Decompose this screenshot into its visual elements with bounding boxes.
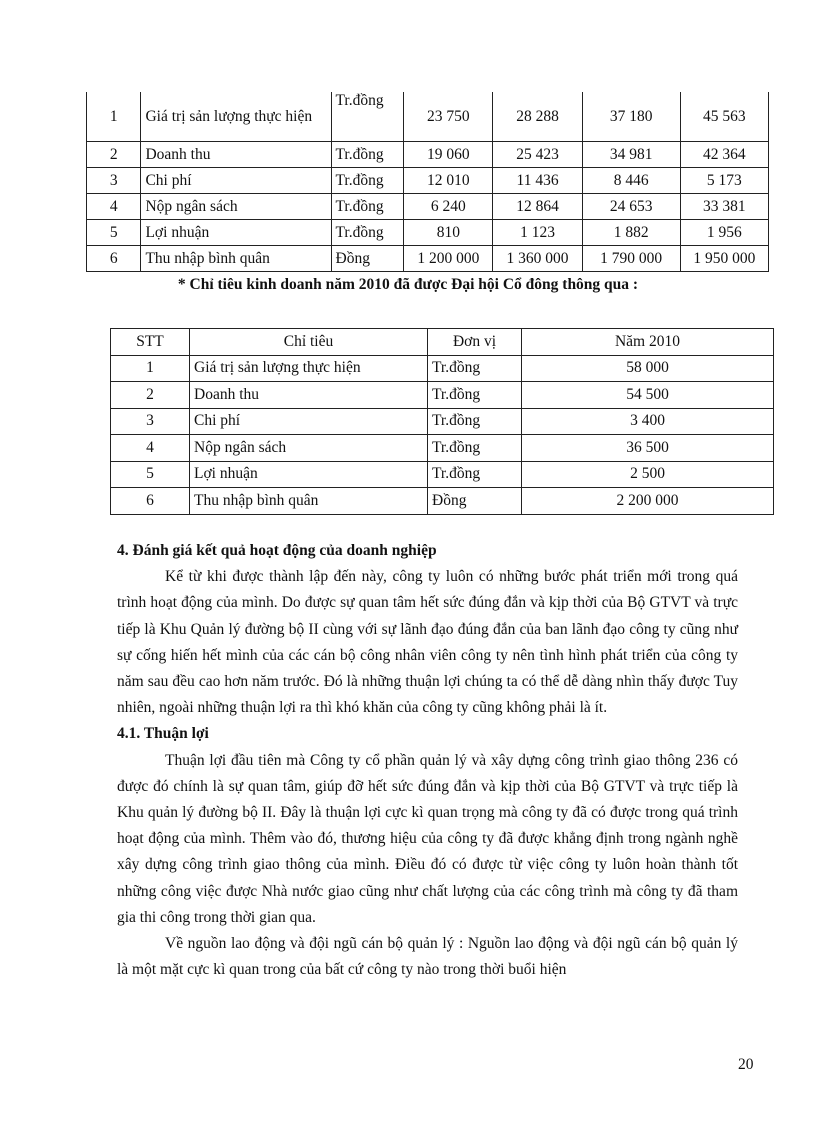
table-cell: 2 500 <box>521 460 774 488</box>
table-cell: 810 <box>403 219 494 246</box>
table-cell: 45 563 <box>679 92 770 142</box>
table-cell: Tr.đồng <box>427 407 522 435</box>
body-text: 4. Đánh giá kết quả hoạt động của doanh … <box>117 538 738 983</box>
table-row: 5 Lợi nhuận Tr.đồng 810 1 123 1 882 1 956 <box>85 219 770 246</box>
table-cell: Giá trị sản lượng thực hiện <box>140 92 332 142</box>
table-row: 5 Lợi nhuận Tr.đồng 2 500 <box>110 460 774 488</box>
table-header-row: STT Chỉ tiêu Đơn vị Năm 2010 <box>110 328 774 356</box>
table-cell: 12 864 <box>492 193 583 220</box>
page-number: 20 <box>738 1056 754 1073</box>
table-row: 4 Nộp ngân sách Tr.đồng 36 500 <box>110 434 774 462</box>
table-cell: Tr.đồng <box>330 193 405 220</box>
table-cell: Tr.đồng <box>427 434 522 462</box>
table-row: 1 Giá trị sản lượng thực hiện Tr.đồng 23 75… <box>85 92 770 142</box>
table-cell: 5 173 <box>679 167 770 194</box>
table-cell: Doanh thu <box>140 141 332 168</box>
table-cell: Doanh thu <box>189 381 428 409</box>
table-row: 2 Doanh thu Tr.đồng 19 060 25 423 34 981 42 36… <box>85 141 770 168</box>
header-stt: STT <box>110 328 190 356</box>
header-don-vi: Đơn vị <box>427 328 522 356</box>
table-row: 1 Giá trị sản lượng thực hiện Tr.đồng 58 00… <box>110 354 774 382</box>
table-cell: 6 <box>85 245 142 272</box>
table-cell: 25 423 <box>492 141 583 168</box>
table-cell: 1 790 000 <box>581 245 681 272</box>
table-cell: 3 400 <box>521 407 774 435</box>
table-cell: 37 180 <box>581 92 681 142</box>
table-cell: Tr.đồng <box>427 460 522 488</box>
table-cell: 33 381 <box>679 193 770 220</box>
table-row: 3 Chi phí Tr.đồng 3 400 <box>110 407 774 435</box>
table-cell: 28 288 <box>492 92 583 142</box>
performance-table: 1 Giá trị sản lượng thực hiện Tr.đồng 23 75… <box>85 92 770 272</box>
header-chi-tieu: Chỉ tiêu <box>189 328 428 356</box>
table-cell: 2 200 000 <box>521 487 774 515</box>
table-cell: 1 950 000 <box>679 245 770 272</box>
table-row: 2 Doanh thu Tr.đồng 54 500 <box>110 381 774 409</box>
table-cell: 1 123 <box>492 219 583 246</box>
table-cell: Thu nhập bình quân <box>189 487 428 515</box>
targets-2010-table: STT Chỉ tiêu Đơn vị Năm 2010 1 Giá trị sả… <box>110 328 774 515</box>
table-cell: Tr.đồng <box>427 354 522 382</box>
table-cell: 8 446 <box>581 167 681 194</box>
table-cell: 24 653 <box>581 193 681 220</box>
table-cell: 58 000 <box>521 354 774 382</box>
table-cell: 34 981 <box>581 141 681 168</box>
table-cell: 5 <box>85 219 142 246</box>
table-cell: 1 956 <box>679 219 770 246</box>
table-cell: Giá trị sản lượng thực hiện <box>189 354 428 382</box>
table-cell: 4 <box>85 193 142 220</box>
table-cell: Tr.đồng <box>427 381 522 409</box>
table-cell: Nộp ngân sách <box>189 434 428 462</box>
table-cell: 3 <box>85 167 142 194</box>
table-cell: 23 750 <box>403 92 494 142</box>
table-cell: 54 500 <box>521 381 774 409</box>
table-cell: 19 060 <box>403 141 494 168</box>
table-cell: 1 <box>85 92 142 142</box>
table-cell: Chi phí <box>140 167 332 194</box>
table-cell: Tr.đồng <box>330 219 405 246</box>
paragraph: Về nguồn lao động và đội ngũ cán bộ quản… <box>117 935 738 979</box>
table-cell: 1 <box>110 354 190 382</box>
table-cell: Chi phí <box>189 407 428 435</box>
section-heading: 4. Đánh giá kết quả hoạt động của doanh … <box>117 542 437 559</box>
table-row: 6 Thu nhập bình quân Đồng 2 200 000 <box>110 487 774 515</box>
table-cell: 6 <box>110 487 190 515</box>
table-row: 4 Nộp ngân sách Tr.đồng 6 240 12 864 24 653 33… <box>85 193 770 220</box>
table-cell: 36 500 <box>521 434 774 462</box>
table-cell: 1 882 <box>581 219 681 246</box>
table-cell: Tr.đồng <box>330 167 405 194</box>
table-cell: 12 010 <box>403 167 494 194</box>
table-cell: 5 <box>110 460 190 488</box>
table-cell: Lợi nhuận <box>189 460 428 488</box>
table-cell: Đồng <box>330 245 405 272</box>
table-cell: 11 436 <box>492 167 583 194</box>
table-caption: * Chỉ tiêu kinh doanh năm 2010 đã được Đ… <box>177 276 639 293</box>
table-cell: Đồng <box>427 487 522 515</box>
table-cell: 2 <box>110 381 190 409</box>
table-cell: 42 364 <box>679 141 770 168</box>
section-heading: 4.1. Thuận lợi <box>117 725 209 743</box>
table-cell: 4 <box>110 434 190 462</box>
paragraph: Thuận lợi đầu tiên mà Công ty cổ phần qu… <box>117 751 738 926</box>
table-row: 3 Chi phí Tr.đồng 12 010 11 436 8 446 5 173 <box>85 167 770 194</box>
paragraph: Kể từ khi được thành lập đến này, công t… <box>117 568 738 717</box>
table-cell: 2 <box>85 141 142 168</box>
table-row: 6 Thu nhập bình quân Đồng 1 200 000 1 360 00… <box>85 245 770 272</box>
table-cell: Lợi nhuận <box>140 219 332 246</box>
table-cell: 3 <box>110 407 190 435</box>
table-cell: Nộp ngân sách <box>140 193 332 220</box>
header-nam-2010: Năm 2010 <box>521 328 774 356</box>
table-cell: Tr.đồng <box>330 141 405 168</box>
table-cell: 1 360 000 <box>492 245 583 272</box>
table-cell: Thu nhập bình quân <box>140 245 332 272</box>
table-cell: 6 240 <box>403 193 494 220</box>
table-cell: Tr.đồng <box>330 92 405 142</box>
table-cell: 1 200 000 <box>403 245 494 272</box>
